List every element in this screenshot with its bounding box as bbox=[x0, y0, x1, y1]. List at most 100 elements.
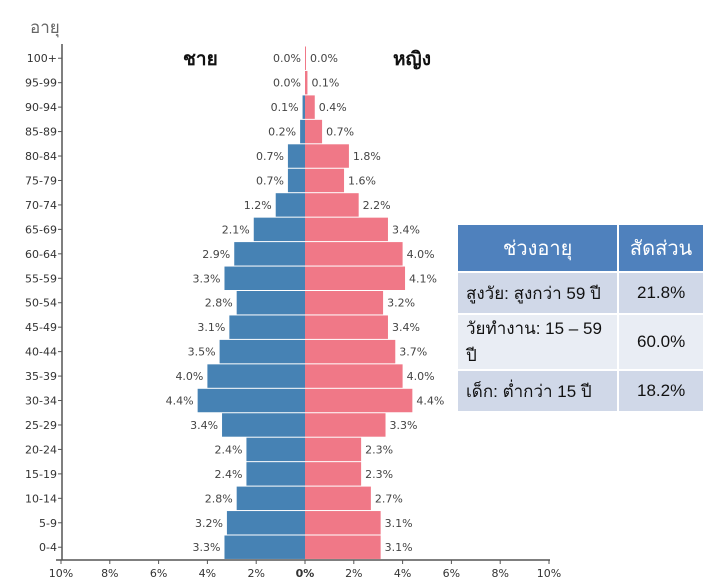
row-label: วัยทำงาน: 15 – 59 ปี bbox=[457, 314, 619, 370]
male-bar bbox=[234, 242, 305, 266]
female-value-label: 3.3% bbox=[390, 419, 418, 432]
age-tick-label: 90-94 bbox=[25, 101, 57, 114]
age-tick-label: 50-54 bbox=[25, 297, 57, 310]
male-value-label: 0.0% bbox=[273, 77, 301, 90]
age-tick-label: 0-4 bbox=[39, 541, 57, 554]
male-value-label: 0.1% bbox=[271, 101, 299, 114]
female-value-label: 3.1% bbox=[385, 517, 413, 530]
male-value-label: 3.5% bbox=[188, 346, 216, 359]
row-label: สูงวัย: สูงกว่า 59 ปี bbox=[457, 272, 619, 314]
age-tick-label: 35-39 bbox=[25, 370, 57, 383]
male-value-label: 4.4% bbox=[166, 395, 194, 408]
age-tick-label: 15-19 bbox=[25, 468, 57, 481]
age-tick-label: 55-59 bbox=[25, 272, 57, 285]
female-value-label: 4.0% bbox=[407, 248, 435, 261]
female-value-label: 0.0% bbox=[310, 52, 338, 65]
male-value-label: 0.7% bbox=[256, 174, 284, 187]
male-value-label: 2.9% bbox=[202, 248, 230, 261]
female-bar bbox=[305, 437, 362, 462]
x-tick-label: 4% bbox=[199, 567, 216, 580]
female-bar bbox=[305, 413, 386, 437]
female-bar bbox=[305, 144, 349, 168]
female-bar bbox=[305, 168, 345, 193]
male-value-label: 0.7% bbox=[256, 150, 284, 163]
female-value-label: 3.7% bbox=[399, 346, 427, 359]
female-value-label: 2.2% bbox=[363, 199, 391, 212]
male-bar bbox=[222, 413, 305, 437]
male-value-label: 4.0% bbox=[175, 370, 203, 383]
age-tick-label: 95-99 bbox=[25, 77, 57, 90]
male-bar bbox=[275, 193, 305, 217]
female-value-label: 4.1% bbox=[409, 272, 437, 285]
table-row: สูงวัย: สูงกว่า 59 ปี 21.8% bbox=[457, 272, 704, 314]
female-bar bbox=[305, 242, 403, 266]
female-bar bbox=[305, 291, 384, 315]
female-bar bbox=[305, 46, 306, 70]
male-bar bbox=[236, 486, 305, 511]
male-value-label: 1.2% bbox=[244, 199, 272, 212]
row-label: เด็ก: ต่ำกว่า 15 ปี bbox=[457, 370, 619, 412]
age-tick-label: 45-49 bbox=[25, 321, 57, 334]
age-tick-label: 75-79 bbox=[25, 174, 57, 187]
female-bar bbox=[305, 266, 406, 290]
age-tick-label: 70-74 bbox=[25, 199, 57, 212]
female-bar bbox=[305, 70, 308, 95]
age-tick-label: 60-64 bbox=[25, 248, 57, 261]
male-bar bbox=[224, 266, 305, 290]
y-axis-title: อายุ bbox=[30, 18, 60, 38]
x-tick-label: 8% bbox=[101, 567, 118, 580]
female-value-label: 0.1% bbox=[311, 77, 339, 90]
header-proportion: สัดส่วน bbox=[618, 224, 704, 272]
male-bar bbox=[300, 119, 305, 144]
male-bar bbox=[229, 315, 305, 339]
female-bar bbox=[305, 217, 388, 242]
row-value: 21.8% bbox=[618, 272, 704, 314]
male-bar bbox=[197, 388, 305, 413]
female-value-label: 2.3% bbox=[365, 468, 393, 481]
female-value-label: 3.4% bbox=[392, 223, 420, 236]
age-tick-label: 80-84 bbox=[25, 150, 57, 163]
female-bar bbox=[305, 315, 388, 339]
x-tick-label: 4% bbox=[394, 567, 411, 580]
x-tick-label: 8% bbox=[491, 567, 508, 580]
age-tick-label: 30-34 bbox=[25, 395, 57, 408]
female-value-label: 1.6% bbox=[348, 174, 376, 187]
male-bar bbox=[219, 339, 305, 364]
male-bar bbox=[226, 511, 305, 535]
female-value-label: 3.2% bbox=[387, 297, 415, 310]
male-bar bbox=[246, 462, 305, 486]
age-group-table: ช่วงอายุ สัดส่วน สูงวัย: สูงกว่า 59 ปี 2… bbox=[457, 224, 704, 412]
table-row: วัยทำงาน: 15 – 59 ปี 60.0% bbox=[457, 314, 704, 370]
female-label: หญิง bbox=[393, 48, 431, 70]
female-value-label: 4.4% bbox=[416, 395, 444, 408]
female-bar bbox=[305, 462, 362, 486]
age-tick-label: 65-69 bbox=[25, 223, 57, 236]
female-bar bbox=[305, 535, 381, 559]
x-tick-label: 2% bbox=[247, 567, 264, 580]
x-tick-label: 0% bbox=[296, 567, 315, 580]
male-label: ชาย bbox=[183, 48, 218, 70]
male-value-label: 0.0% bbox=[273, 52, 301, 65]
male-bar bbox=[207, 364, 305, 388]
male-bar bbox=[236, 291, 305, 315]
age-tick-label: 25-29 bbox=[25, 419, 57, 432]
female-bar bbox=[305, 486, 371, 511]
age-tick-label: 5-9 bbox=[39, 517, 57, 530]
male-value-label: 3.1% bbox=[197, 321, 225, 334]
male-value-label: 2.1% bbox=[222, 223, 250, 236]
female-bar bbox=[305, 193, 359, 217]
female-bar bbox=[305, 388, 413, 413]
female-bar bbox=[305, 95, 315, 119]
female-bar bbox=[305, 119, 323, 144]
x-tick-label: 10% bbox=[49, 567, 73, 580]
male-value-label: 3.3% bbox=[193, 272, 221, 285]
male-value-label: 2.4% bbox=[214, 468, 242, 481]
female-value-label: 0.7% bbox=[326, 126, 354, 139]
row-value: 18.2% bbox=[618, 370, 704, 412]
female-value-label: 3.1% bbox=[385, 541, 413, 554]
male-bar bbox=[246, 437, 305, 462]
row-value: 60.0% bbox=[618, 314, 704, 370]
male-value-label: 0.2% bbox=[268, 126, 296, 139]
age-tick-label: 40-44 bbox=[25, 346, 57, 359]
